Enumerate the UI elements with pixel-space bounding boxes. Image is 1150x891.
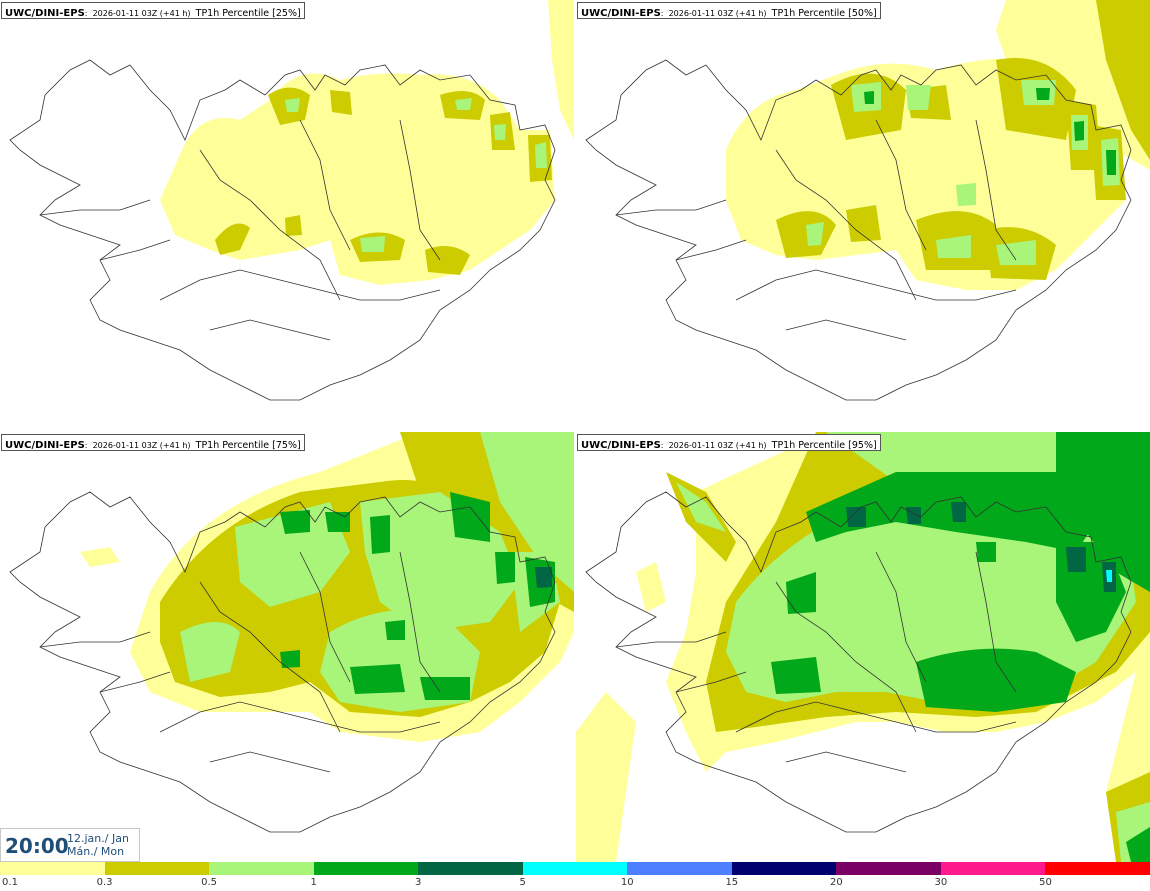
model-name: UWC/DINI-EPS bbox=[5, 440, 85, 451]
valid-time-box: 20:00 12.jan./ Jan Mán./ Mon bbox=[0, 828, 140, 862]
field-name: TP1h Percentile [95%] bbox=[771, 440, 877, 451]
precip-shading bbox=[80, 432, 574, 742]
run-info: 2026-01-11 03Z (+41 h) bbox=[668, 9, 767, 18]
model-suffix: : bbox=[84, 9, 88, 18]
legend-swatch bbox=[0, 862, 105, 875]
legend-color-bar bbox=[0, 862, 1150, 875]
map-panel-p75: UWC/DINI-EPS: 2026-01-11 03Z (+41 h) TP1… bbox=[0, 432, 574, 862]
legend-swatch bbox=[209, 862, 314, 875]
model-suffix: : bbox=[660, 9, 664, 18]
legend-swatch bbox=[940, 862, 1046, 875]
run-info: 2026-01-11 03Z (+41 h) bbox=[92, 9, 191, 18]
model-suffix: : bbox=[660, 441, 664, 450]
panel-header: UWC/DINI-EPS: 2026-01-11 03Z (+41 h) TP1… bbox=[1, 434, 305, 451]
precip-map bbox=[9, 432, 574, 833]
color-legend: 0.1 0.3 0.5 1 3 5 10 15 20 30 50 bbox=[0, 862, 1150, 891]
panel-header: UWC/DINI-EPS: 2026-01-11 03Z (+41 h) TP1… bbox=[1, 2, 305, 19]
legend-swatch bbox=[418, 862, 523, 875]
panel-header: UWC/DINI-EPS: 2026-01-11 03Z (+41 h) TP1… bbox=[577, 2, 881, 19]
iceland-coastline bbox=[9, 59, 556, 401]
legend-label: 5 bbox=[519, 877, 526, 888]
valid-date: 12.jan./ Jan Mán./ Mon bbox=[67, 832, 129, 858]
legend-swatch bbox=[104, 862, 210, 875]
legend-label: 3 bbox=[414, 877, 422, 888]
legend-swatch bbox=[313, 862, 419, 875]
model-name: UWC/DINI-EPS bbox=[581, 440, 661, 451]
legend-label: 1 bbox=[310, 877, 317, 888]
legend-label: 0.3 bbox=[96, 877, 113, 888]
legend-label: 20 bbox=[829, 877, 843, 888]
precip-map bbox=[576, 432, 1150, 862]
map-panel-p95: UWC/DINI-EPS: 2026-01-11 03Z (+41 h) TP1… bbox=[576, 432, 1150, 862]
valid-date-day: 12.jan./ Jan bbox=[67, 832, 129, 845]
legend-label: 10 bbox=[620, 877, 634, 888]
valid-time-hour: 20:00 bbox=[5, 834, 69, 858]
legend-swatch bbox=[522, 862, 628, 875]
legend-swatch bbox=[627, 862, 732, 875]
iceland-coastline bbox=[585, 59, 1132, 401]
precip-map bbox=[585, 0, 1150, 401]
legend-label: 0.1 bbox=[2, 877, 18, 888]
panel-divider-horizontal bbox=[0, 430, 1150, 432]
model-name: UWC/DINI-EPS bbox=[581, 8, 661, 19]
precip-map bbox=[9, 0, 574, 401]
legend-label: 50 bbox=[1039, 877, 1052, 888]
legend-label: 15 bbox=[725, 877, 739, 888]
field-name: TP1h Percentile [75%] bbox=[195, 440, 301, 451]
run-info: 2026-01-11 03Z (+41 h) bbox=[92, 441, 191, 450]
precip-shading bbox=[726, 0, 1150, 290]
field-name: TP1h Percentile [25%] bbox=[195, 8, 301, 19]
legend-swatch bbox=[1045, 862, 1150, 875]
iceland-coastline bbox=[585, 491, 1132, 833]
iceland-coastline bbox=[9, 491, 556, 833]
map-panel-p25: UWC/DINI-EPS: 2026-01-11 03Z (+41 h) TP1… bbox=[0, 0, 574, 430]
panel-header: UWC/DINI-EPS: 2026-01-11 03Z (+41 h) TP1… bbox=[577, 434, 881, 451]
legend-label: 0.5 bbox=[201, 877, 218, 888]
legend-label: 30 bbox=[934, 877, 948, 888]
precip-shading bbox=[576, 432, 1150, 862]
legend-swatch bbox=[731, 862, 837, 875]
field-name: TP1h Percentile [50%] bbox=[771, 8, 877, 19]
model-suffix: : bbox=[84, 441, 88, 450]
model-name: UWC/DINI-EPS bbox=[5, 8, 85, 19]
precip-shading bbox=[160, 0, 574, 285]
legend-swatch bbox=[836, 862, 941, 875]
run-info: 2026-01-11 03Z (+41 h) bbox=[668, 441, 767, 450]
valid-date-weekday: Mán./ Mon bbox=[67, 845, 125, 858]
map-panel-p50: UWC/DINI-EPS: 2026-01-11 03Z (+41 h) TP1… bbox=[576, 0, 1150, 430]
